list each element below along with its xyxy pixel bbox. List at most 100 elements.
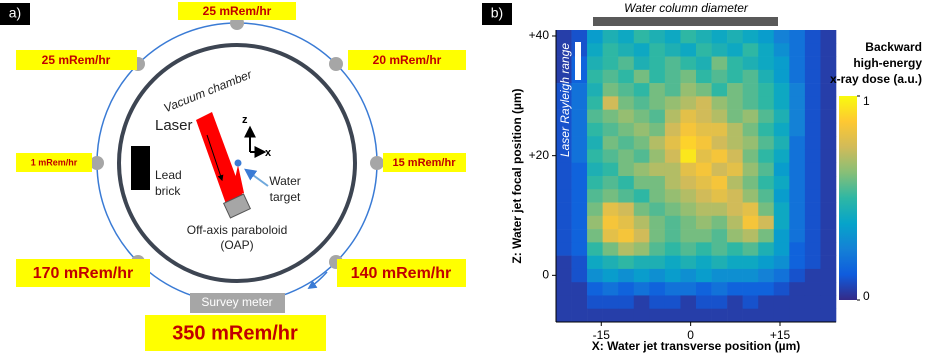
heatmap-cell <box>633 136 650 150</box>
heatmap-cell <box>804 30 821 44</box>
heatmap-cell <box>587 149 603 164</box>
heatmap-cell <box>587 308 603 323</box>
heatmap-cell <box>742 149 759 164</box>
heatmap-cell <box>618 176 635 190</box>
heatmap-cell <box>742 202 759 217</box>
heatmap-cell <box>773 136 790 150</box>
heatmap-cell <box>633 43 650 57</box>
heatmap-cell <box>804 189 821 203</box>
heatmap-cell <box>587 189 603 203</box>
heatmap-cell <box>804 109 821 124</box>
heatmap-cell <box>789 162 806 177</box>
heatmap-cell <box>649 176 666 190</box>
heatmap-cell <box>664 295 681 310</box>
heatmap-cell <box>711 176 728 190</box>
heatmap-cell <box>758 308 775 323</box>
heatmap-cell <box>758 295 775 310</box>
heatmap-cell <box>602 109 619 124</box>
heatmap-cell <box>602 162 619 177</box>
heatmap-cell <box>680 149 697 164</box>
heatmap-cell <box>587 242 603 256</box>
heatmap-cell <box>820 43 837 57</box>
heatmap-cell <box>680 176 697 190</box>
heatmap-cell <box>804 242 821 256</box>
annotation: Water column diameter <box>624 1 749 15</box>
heatmap-cell <box>556 30 572 44</box>
panel-label-box <box>482 3 512 25</box>
survey-meter <box>190 293 285 313</box>
heatmap-cell <box>618 255 635 270</box>
heatmap-cell <box>711 202 728 217</box>
heatmap-cell <box>680 215 697 230</box>
lead-brick-label: Lead <box>155 168 182 182</box>
heatmap-cell <box>773 202 790 217</box>
heatmap-cell <box>696 268 712 283</box>
heatmap-cell <box>727 282 743 296</box>
heatmap-cell <box>711 96 728 110</box>
heatmap-cell <box>804 149 821 164</box>
heatmap-cell <box>696 162 712 177</box>
heatmap-cell <box>602 122 619 137</box>
heatmap-cell <box>696 56 712 71</box>
heatmap-cell <box>556 295 572 310</box>
rayleigh-bar <box>575 42 581 80</box>
dose-label: 170 mRem/hr <box>33 265 134 282</box>
heatmap-cell <box>727 215 743 230</box>
heatmap-cell <box>618 136 635 150</box>
heatmap-cell <box>696 202 712 217</box>
heatmap-cell <box>571 30 588 44</box>
lead-brick-label: brick <box>155 184 181 198</box>
heatmap-cell <box>618 268 635 283</box>
heatmap-cell <box>789 96 806 110</box>
dose-label: 140 mRem/hr <box>351 265 452 282</box>
heatmap-cell <box>649 96 666 110</box>
survey-meter-label: Survey meter <box>201 295 272 309</box>
heatmap-cell <box>633 176 650 190</box>
heatmap-cell <box>804 69 821 84</box>
heatmap-cell <box>556 162 572 177</box>
heatmap-cell <box>711 56 728 71</box>
colorbar-title: x-ray dose (a.u.) <box>830 72 922 86</box>
heatmap-cell <box>742 30 759 44</box>
heatmap-cell <box>696 189 712 203</box>
heatmap-cell <box>556 202 572 217</box>
heatmap-cell <box>789 56 806 71</box>
annotation: Laser Rayleigh range <box>558 43 572 157</box>
x-tick-label: 0 <box>687 328 694 342</box>
heatmap-cell <box>618 189 635 203</box>
heatmap-cell <box>633 255 650 270</box>
heatmap-cell <box>742 242 759 256</box>
colorbar <box>839 96 857 300</box>
heatmap-cell <box>571 162 588 177</box>
heatmap-cell <box>649 255 666 270</box>
heatmap-cell <box>758 122 775 137</box>
heatmap-cell <box>727 308 743 323</box>
heatmap-cell <box>758 215 775 230</box>
heatmap-cell <box>742 83 759 97</box>
panel-label: a) <box>9 5 21 21</box>
heatmap-cell <box>664 109 681 124</box>
heatmap-cell <box>773 109 790 124</box>
heatmap-cell <box>664 83 681 97</box>
panel-b: b) <box>482 3 512 25</box>
heatmap-cell <box>649 56 666 71</box>
heatmap-cell <box>758 43 775 57</box>
heatmap-cell <box>696 282 712 296</box>
heatmap-cell <box>587 56 603 71</box>
heatmap-cell <box>804 56 821 71</box>
heatmap-cell <box>649 69 666 84</box>
heatmap-cell <box>649 215 666 230</box>
rotation-arrow <box>307 271 328 289</box>
heatmap-cell <box>633 242 650 256</box>
heatmap-cell <box>742 162 759 177</box>
heatmap-cell <box>649 295 666 310</box>
heatmap-cell <box>711 242 728 256</box>
heatmap-cell <box>680 242 697 256</box>
heatmap-cell <box>789 189 806 203</box>
heatmap-cell <box>820 215 837 230</box>
heatmap-cell <box>618 109 635 124</box>
heatmap-cell <box>711 282 728 296</box>
heatmap-cell <box>820 295 837 310</box>
heatmap-cell <box>711 215 728 230</box>
